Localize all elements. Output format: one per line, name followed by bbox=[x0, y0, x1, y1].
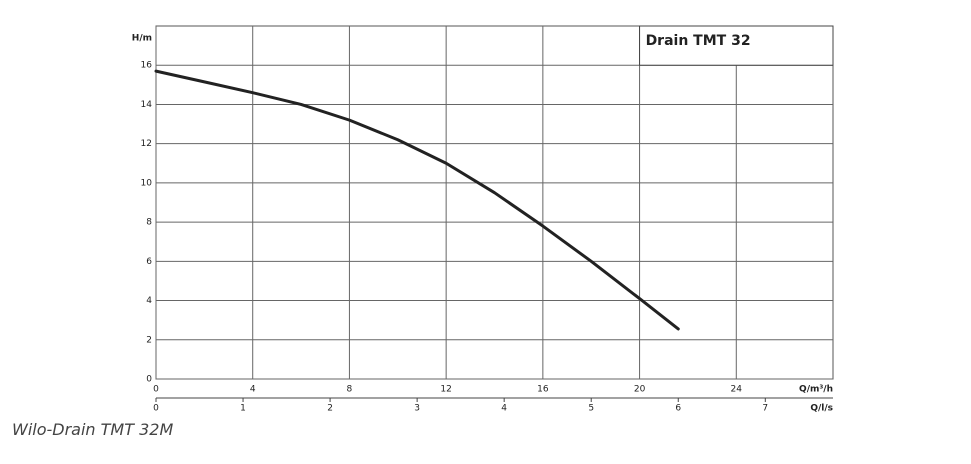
chart-title: Drain TMT 32 bbox=[646, 33, 751, 49]
y-tick-label: 10 bbox=[141, 178, 153, 188]
x-tick-label: 4 bbox=[250, 385, 256, 395]
y-tick-label: 16 bbox=[141, 61, 153, 71]
x-tick-label: 0 bbox=[153, 385, 159, 395]
x2-tick-label: 2 bbox=[327, 404, 333, 414]
x-tick-label: 24 bbox=[731, 385, 743, 395]
y-tick-label: 0 bbox=[146, 375, 152, 385]
y-axis-label: H/m bbox=[132, 34, 152, 44]
x2-tick-label: 6 bbox=[675, 404, 681, 414]
y-tick-label: 4 bbox=[146, 296, 152, 306]
y-tick-label: 14 bbox=[141, 100, 153, 110]
y-tick-label: 8 bbox=[146, 218, 152, 228]
x-tick-label: 16 bbox=[537, 385, 549, 395]
y-tick-label: 2 bbox=[146, 335, 152, 345]
caption: Wilo-Drain TMT 32M bbox=[12, 420, 174, 439]
curve bbox=[154, 69, 680, 331]
x2-axis-label: Q/l/s bbox=[810, 404, 833, 414]
x-tick-label: 20 bbox=[634, 385, 646, 395]
x-axis-label: Q/m³/h bbox=[799, 385, 833, 395]
x2-tick-label: 4 bbox=[501, 404, 507, 414]
x2-tick-label: 0 bbox=[153, 404, 159, 414]
title-box bbox=[639, 25, 834, 66]
y-tick-label: 12 bbox=[141, 139, 152, 149]
x2-tick-label: 7 bbox=[762, 404, 768, 414]
plot-frame bbox=[155, 25, 834, 380]
y-tick-label: 6 bbox=[146, 257, 152, 267]
x-tick-label: 12 bbox=[440, 385, 451, 395]
x2-tick-label: 1 bbox=[240, 404, 246, 414]
x-tick-label: 8 bbox=[347, 385, 353, 395]
x2-tick-label: 3 bbox=[414, 404, 420, 414]
x2-tick-label: 5 bbox=[588, 404, 594, 414]
